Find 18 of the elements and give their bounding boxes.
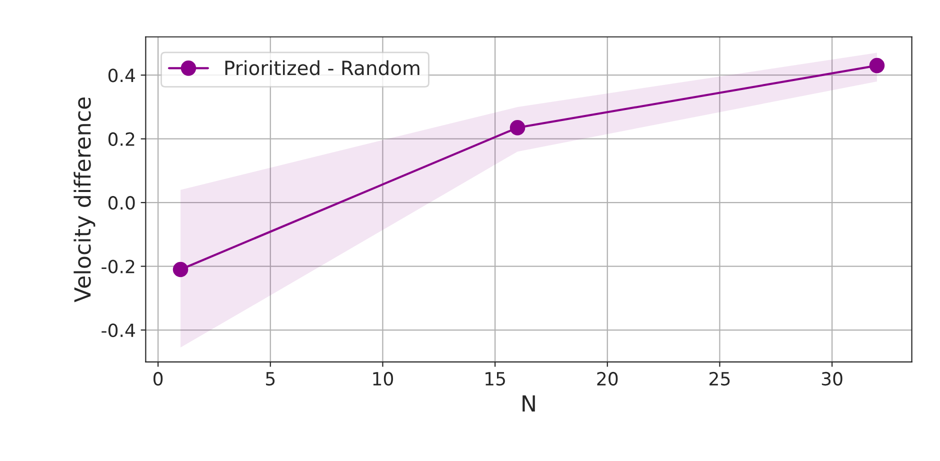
y-tick-label: 0.0 xyxy=(108,196,135,210)
x-tick-label: 25 xyxy=(710,372,730,386)
y-tick-label: -0.2 xyxy=(102,260,134,274)
x-tick-label: 0 xyxy=(154,372,163,386)
x-axis-title: N xyxy=(522,395,535,412)
point xyxy=(172,262,188,278)
legend-label: Prioritized - Random xyxy=(225,60,420,76)
point xyxy=(510,120,526,136)
x-tick-label: 5 xyxy=(266,372,275,386)
y-tick-label: 0.2 xyxy=(108,132,134,146)
x-tick-label: 15 xyxy=(486,372,505,386)
x-tick-label: 30 xyxy=(822,372,842,386)
x-tick-label: 10 xyxy=(373,372,394,386)
y-tick-label: 0.4 xyxy=(108,68,135,82)
y-tick-label: -0.4 xyxy=(102,323,135,338)
point xyxy=(869,58,885,74)
y-axis-title: Velocity difference xyxy=(74,98,96,302)
x-tick-label: 20 xyxy=(597,372,618,386)
